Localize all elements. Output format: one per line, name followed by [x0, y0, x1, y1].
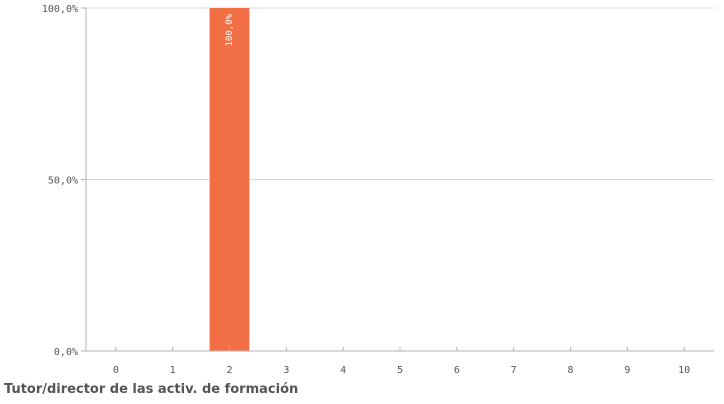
x-tick-label-5: 5	[397, 365, 403, 376]
bars-group	[209, 8, 250, 351]
x-tick-labels: 0 1 2 3 4 5 6 7 8 9 10	[113, 365, 690, 376]
x-tick-label-6: 6	[454, 365, 460, 376]
y-tick-label-0: 0,0%	[54, 347, 78, 358]
y-tick-label-1: 50,0%	[48, 176, 78, 187]
x-tick-label-7: 7	[511, 365, 517, 376]
x-tick-label-4: 4	[340, 365, 346, 376]
data-label-2: 100,0%	[225, 13, 235, 46]
y-tick-label-2: 100,0%	[42, 4, 78, 15]
x-tick-label-0: 0	[113, 365, 119, 376]
axes-group	[81, 7, 714, 352]
bar-2	[209, 8, 250, 351]
x-tick-label-2: 2	[226, 365, 232, 376]
x-axis-title: Tutor/director de las activ. de formació…	[4, 382, 298, 397]
grid-lines	[86, 7, 714, 180]
y-tick-labels: 0,0% 50,0% 100,0%	[42, 4, 78, 358]
x-tick-label-10: 10	[678, 365, 690, 376]
data-labels: 100,0%	[225, 13, 235, 46]
x-tick-label-9: 9	[624, 365, 630, 376]
x-tick-label-3: 3	[283, 365, 289, 376]
x-tick-label-1: 1	[170, 365, 176, 376]
x-tick-label-8: 8	[567, 365, 573, 376]
